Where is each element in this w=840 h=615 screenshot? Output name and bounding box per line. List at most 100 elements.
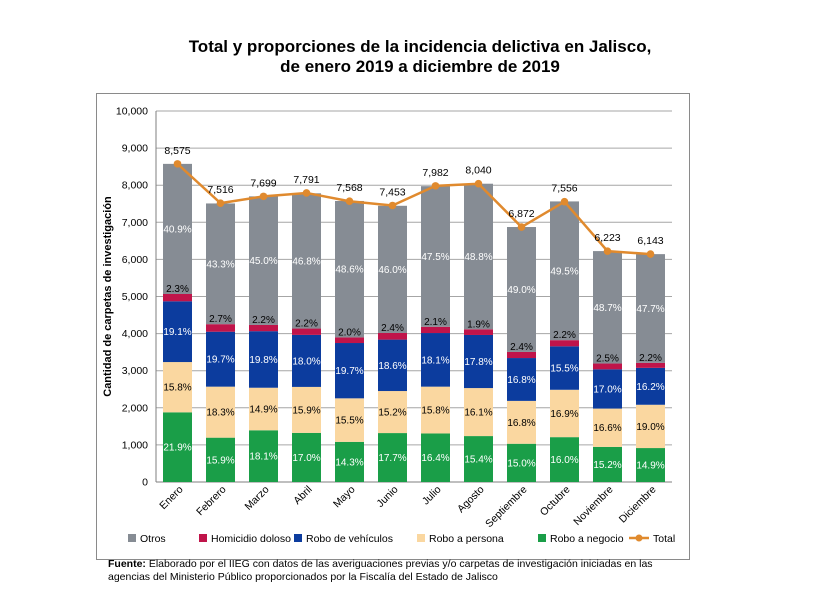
data-label: 15.5% [335,416,363,427]
total-label: 6,223 [594,232,620,244]
total-point [345,197,354,206]
data-label: 2.5% [596,354,619,365]
data-label: 19.1% [163,327,191,338]
data-label: 43.3% [206,259,234,270]
legend-total-marker [635,534,643,542]
bar-segment [335,441,364,482]
y-tick-label: 0 [142,477,148,489]
total-point [603,247,612,255]
source-text: Elaborado por el IIEG con datos de las a… [108,558,653,583]
y-tick-label: 9,000 [122,143,148,155]
bar-segment [292,328,321,335]
chart-frame: 0 1,000 2,000 3,000 4,000 5,000 6,000 7,000 8,00… [96,93,690,560]
bar-segment [206,331,235,387]
data-label: 15.0% [507,458,535,469]
y-axis-title: Cantidad de carpetas de investigación [102,196,114,397]
data-label: 2.3% [166,284,189,295]
data-label: 15.9% [206,455,234,466]
bar-segment [593,446,622,482]
bar-segment [507,400,536,444]
source-note: Fuente: Elaborado por el IIEG con datos … [108,558,668,584]
bar-segment [378,433,407,482]
bar-segment [206,203,235,325]
bar-segment [507,227,536,352]
data-label: 18.1% [421,355,449,366]
total-point [173,160,182,168]
total-point [474,179,483,188]
x-tick-label: Julio [420,484,444,508]
y-tick-label: 10,000 [116,106,148,118]
data-label: 15.9% [292,405,320,416]
data-label: 16.8% [507,418,535,429]
bar-segment [292,386,321,433]
data-label: 16.2% [636,382,664,393]
data-label: 16.6% [593,423,621,434]
legend-swatch [199,534,207,542]
data-label: 2.2% [553,330,576,341]
bar-segment [249,387,278,431]
bar-segment [292,193,321,329]
data-label: 16.4% [421,453,449,464]
x-tick-label: Noviembre [571,484,615,528]
bar-segment [335,398,364,442]
y-tick-label: 8,000 [122,180,148,192]
bar-segment [335,337,364,344]
total-point [646,250,655,258]
data-label: 47.5% [421,252,449,263]
y-tick-label: 1,000 [122,439,148,451]
bar-segment [378,339,407,392]
total-label: 7,516 [207,184,233,196]
total-label: 7,556 [551,183,577,195]
bar-segment [292,334,321,387]
data-label: 2.4% [510,342,533,353]
data-label: 14.9% [636,461,664,472]
bar-segment [636,254,665,363]
y-tick-label: 6,000 [122,254,148,266]
bar-segment [507,351,536,359]
bar-segment [421,386,450,434]
x-tick-label: Marzo [242,484,271,513]
bar-segment [550,340,579,347]
bar-segment [464,334,493,389]
y-tick-label: 7,000 [122,217,148,229]
bar-segment [550,201,579,341]
data-label: 2.2% [295,319,318,330]
bar-segment [249,430,278,482]
bar-segment [335,200,364,338]
data-label: 15.2% [593,460,621,471]
x-tick-label: Abril [291,484,314,507]
data-label: 48.6% [335,265,363,276]
x-tick-label: Octubre [538,484,573,519]
total-point [517,223,526,231]
data-label: 48.7% [593,303,621,314]
bar-segment [249,331,278,388]
legend-swatch [294,534,302,542]
bar-segment [163,163,192,294]
bar-segment [206,324,235,332]
data-label: 48.8% [464,252,492,263]
bar-segment [335,343,364,399]
bar-segment [378,332,407,340]
total-label: 8,040 [465,165,491,177]
x-tick-label: Diciembre [617,484,659,526]
bar-segment [550,346,579,390]
bar-segment [249,324,278,332]
bar-segment [507,443,536,482]
total-point [302,189,311,197]
bar-segment [163,412,192,482]
total-label: 7,791 [293,174,319,186]
x-tick-label: Mayo [331,484,358,511]
data-label: 17.8% [464,357,492,368]
y-tick-label: 2,000 [122,402,148,414]
legend-swatch [128,534,136,542]
data-label: 2.4% [381,323,404,334]
y-tick-label: 4,000 [122,328,148,340]
bar-segment [163,301,192,363]
bar-segment [163,293,192,302]
data-label: 47.7% [636,304,664,315]
data-label: 19.7% [335,366,363,377]
legend-label: Robo de vehículos [306,533,393,545]
bar-segment [421,186,450,327]
bar-segment [593,408,622,447]
data-label: 21.9% [163,443,191,454]
